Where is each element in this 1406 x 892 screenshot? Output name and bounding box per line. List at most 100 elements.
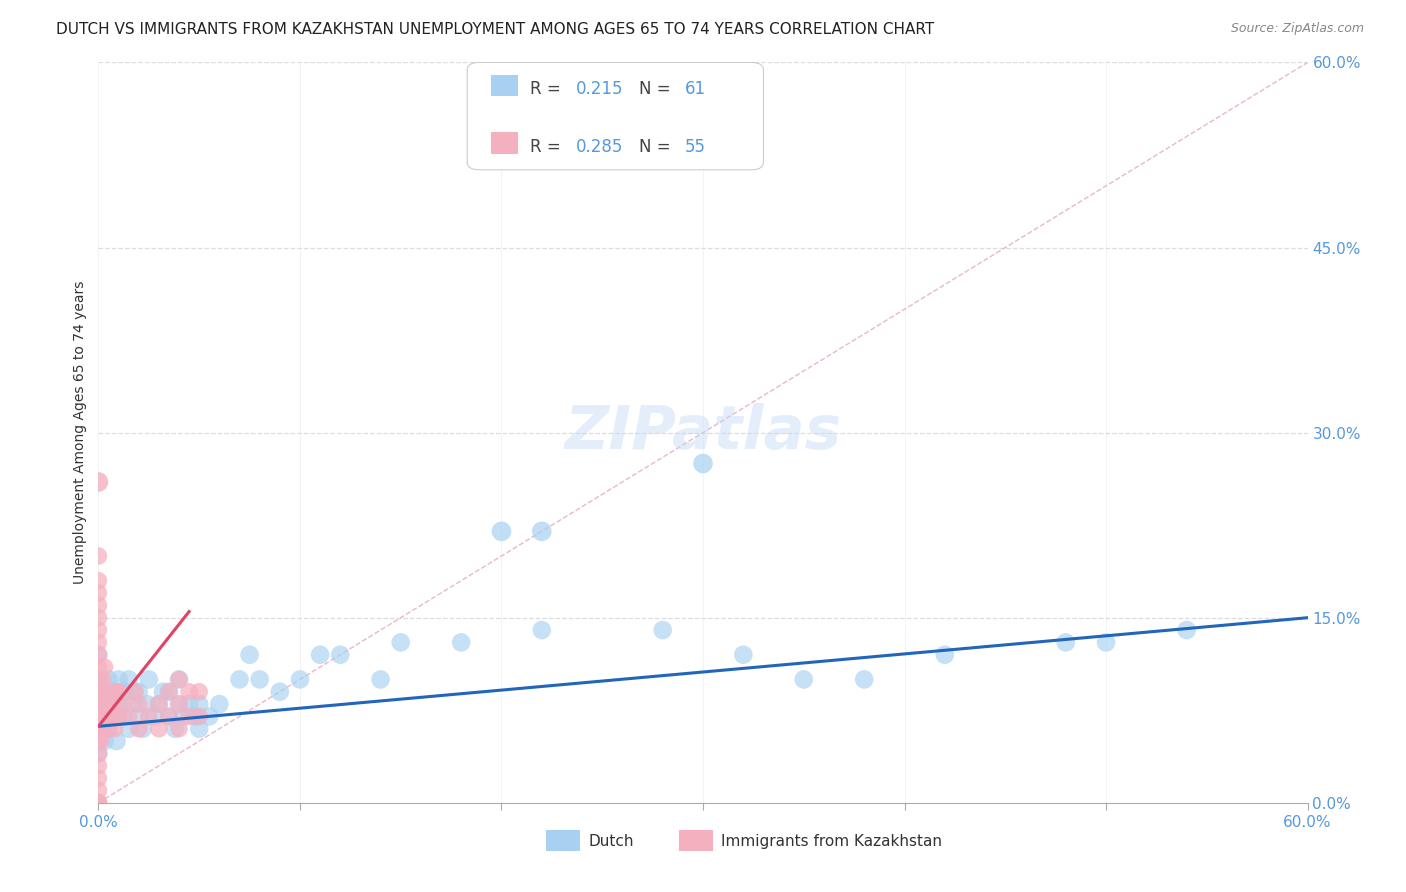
Text: ZIPatlas: ZIPatlas [564,403,842,462]
Point [152,685,174,699]
Text: 0.285: 0.285 [576,138,623,156]
Point [87,734,110,748]
Point [249,673,271,687]
Point [148,697,170,711]
Point [103,685,125,699]
Point [114,685,136,699]
Point [135,697,157,711]
Point [128,685,150,699]
Text: 55: 55 [685,138,706,156]
Point [87,697,110,711]
Bar [679,830,713,851]
Point [121,697,143,711]
Point [167,697,190,711]
Point [97,685,120,699]
Point [309,648,332,662]
Point [87,574,110,588]
Point [208,697,231,711]
Point [91,709,114,723]
Point [148,722,170,736]
Y-axis label: Unemployment Among Ages 65 to 74 years: Unemployment Among Ages 65 to 74 years [73,281,87,584]
Point [93,660,115,674]
Point [91,722,114,736]
Point [87,747,110,761]
Point [87,648,110,662]
Point [89,734,111,748]
Point [89,685,111,699]
Point [87,610,110,624]
Point [269,685,291,699]
Point [124,685,146,699]
Point [530,623,553,637]
Point [97,673,120,687]
Point [118,673,141,687]
Point [87,796,110,810]
Point [87,673,110,687]
Point [853,673,876,687]
Point [651,623,673,637]
Point [188,685,211,699]
Point [228,673,250,687]
Point [188,697,211,711]
Point [167,673,190,687]
Point [733,648,755,662]
Point [96,697,118,711]
Point [239,648,262,662]
Point [87,783,110,797]
Point [107,697,129,711]
Point [105,734,128,748]
Point [107,685,129,699]
Point [87,648,110,662]
Point [167,673,190,687]
Point [157,685,180,699]
Point [143,709,166,723]
Point [100,709,122,723]
Point [97,722,120,736]
Point [157,685,180,699]
Point [157,709,180,723]
Point [179,685,201,699]
Point [111,697,134,711]
Point [105,685,128,699]
Text: R =: R = [530,80,567,98]
Point [132,722,155,736]
Point [101,709,124,723]
Point [87,709,110,723]
Point [107,673,129,687]
Point [87,722,110,736]
Point [692,457,714,471]
Point [198,709,221,723]
Point [87,475,110,489]
Point [172,709,194,723]
Point [1054,635,1077,649]
Point [934,648,956,662]
Point [288,673,311,687]
Point [97,722,120,736]
Point [87,673,110,687]
Point [87,796,110,810]
Point [138,673,160,687]
Point [103,722,125,736]
Text: N =: N = [638,80,676,98]
Text: Dutch: Dutch [588,834,634,849]
Point [87,771,110,785]
Point [87,549,110,563]
Point [1175,623,1198,637]
Point [118,709,141,723]
Point [793,673,815,687]
Point [370,673,392,687]
Text: Immigrants from Kazakhstan: Immigrants from Kazakhstan [721,834,942,849]
Point [87,586,110,600]
Point [87,685,110,699]
Point [389,635,412,649]
Point [93,734,115,748]
Point [87,660,110,674]
Point [87,796,110,810]
Point [128,722,150,736]
Point [101,697,124,711]
Point [179,697,201,711]
Text: N =: N = [638,138,676,156]
Point [118,722,141,736]
Point [157,709,180,723]
Point [530,524,553,539]
